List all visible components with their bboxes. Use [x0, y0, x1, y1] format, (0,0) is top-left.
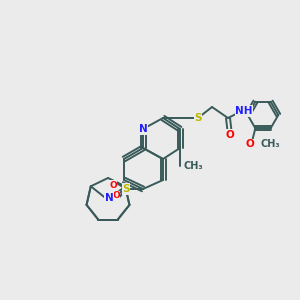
Text: O: O	[226, 130, 234, 140]
Text: O: O	[109, 181, 117, 190]
Text: NH: NH	[235, 106, 253, 116]
Text: S: S	[122, 184, 130, 194]
Text: CH₃: CH₃	[260, 139, 280, 149]
Text: N: N	[139, 124, 147, 134]
Text: CH₃: CH₃	[184, 161, 204, 171]
Text: O: O	[246, 139, 255, 149]
Text: O: O	[112, 191, 120, 200]
Text: S: S	[194, 113, 202, 123]
Text: N: N	[105, 193, 113, 203]
